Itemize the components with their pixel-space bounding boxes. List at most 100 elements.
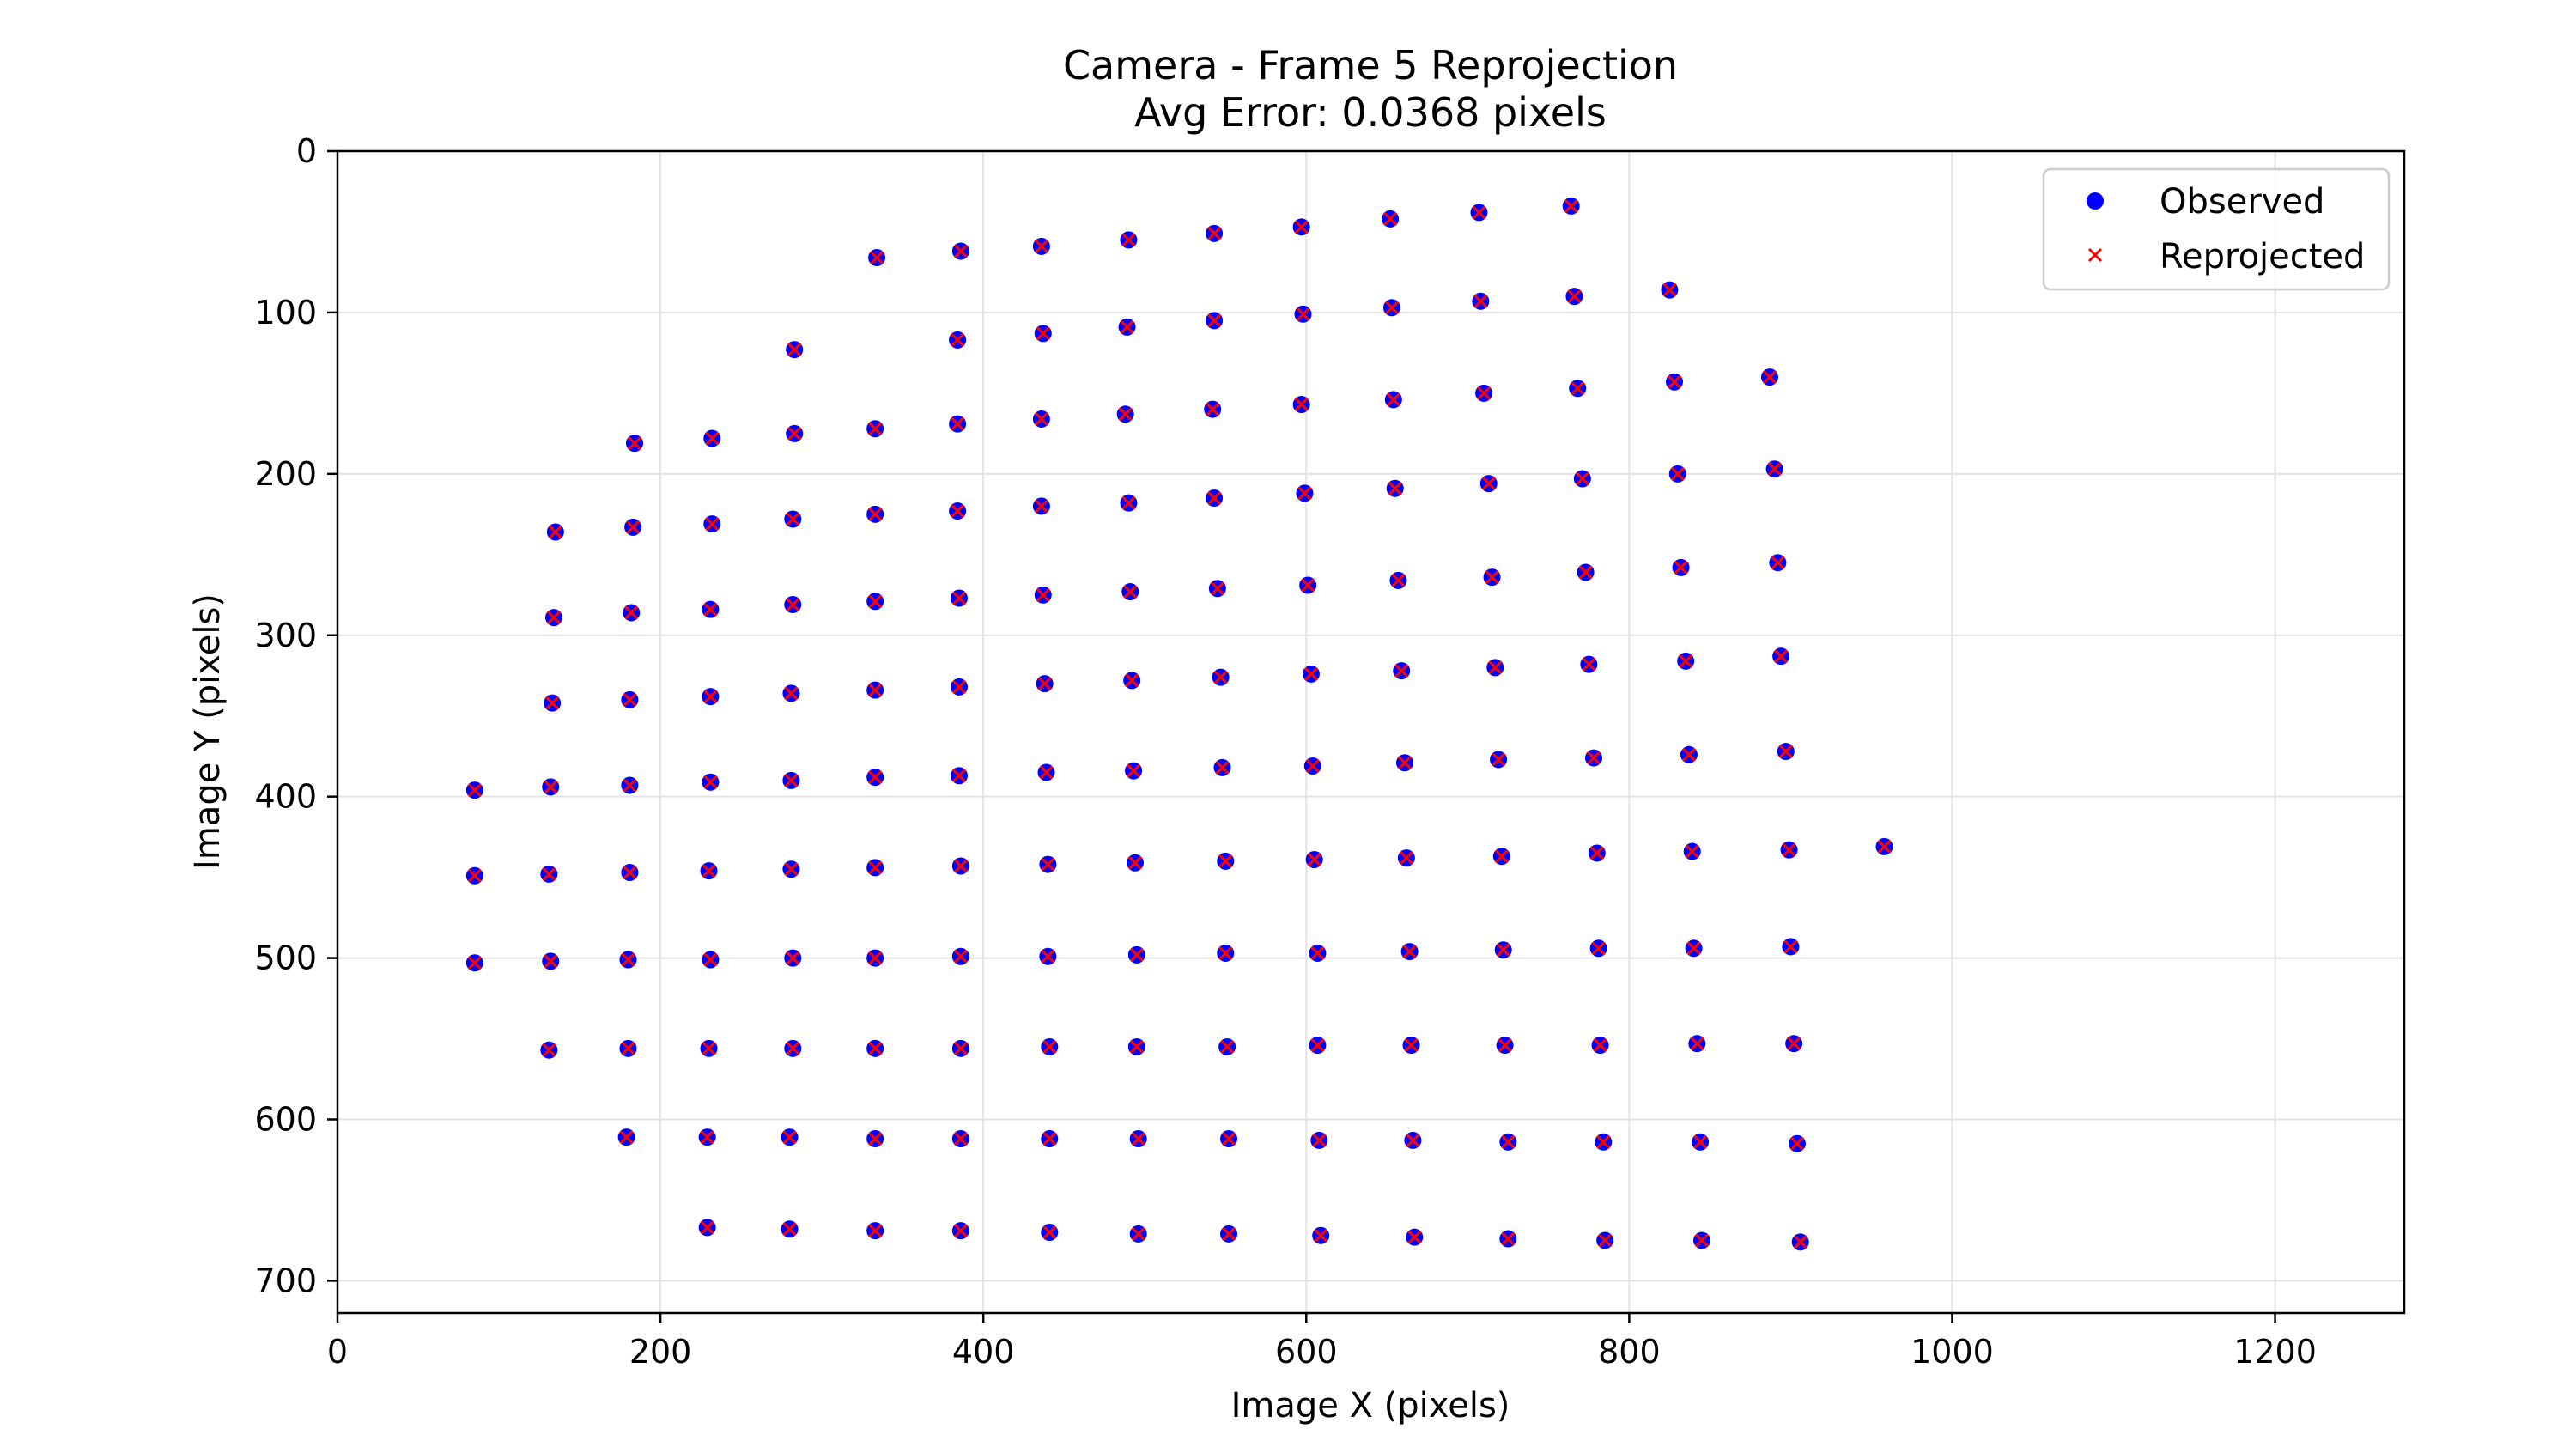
reprojected-point [1582,657,1596,672]
reprojected-point [1036,326,1050,341]
reprojected-point [700,1130,714,1145]
reprojected-point [1034,411,1048,427]
reprojected-point [1131,1131,1145,1146]
reprojected-point [786,512,800,526]
x-tick-label: 600 [1275,1333,1338,1371]
reprojected-point [868,1041,883,1055]
legend: Observed Reprojected [2042,167,2391,291]
reprojected-point [1575,471,1589,486]
x-tick-label: 1000 [1911,1333,1994,1371]
plot-frame [336,149,2406,1315]
reprojected-point [1397,756,1413,770]
reprojected-point [1472,205,1486,220]
reprojected-point [1501,1134,1516,1149]
reprojected-point [467,956,482,970]
reprojected-point [1383,211,1398,226]
reprojected-point [1690,1037,1704,1051]
reprojected-point [703,690,718,704]
reprojected-point [1307,852,1321,867]
reprojected-point [1207,490,1222,506]
reprojected-point [868,1224,883,1238]
reprojected-point [870,250,884,265]
reprojected-point [542,1043,556,1057]
reprojected-point [545,696,560,710]
legend-marker-observed [2087,192,2104,210]
reprojected-point [1774,649,1789,664]
reprojected-point [1129,1039,1144,1054]
reprojected-point [1388,481,1402,495]
reprojected-point [1596,1134,1611,1149]
y-tick-label: 600 [254,1101,317,1139]
reprojected-point [1312,1133,1327,1147]
reprojected-point [1221,1131,1236,1146]
reprojected-point [624,605,639,620]
reprojected-point [1314,1228,1328,1243]
reprojected-point [1037,677,1052,691]
reprojected-point [1301,578,1315,593]
y-tick-label: 0 [296,132,317,170]
reprojected-point [1310,945,1325,961]
reprojected-point [953,859,968,873]
reprojected-point [953,1224,968,1238]
reprojected-point [782,1222,797,1237]
reprojected-point [1488,660,1503,675]
reprojected-point [868,683,883,697]
reprojected-point [1787,1037,1801,1051]
reprojected-point [705,517,720,532]
reprojected-point [784,862,799,877]
reprojected-point [1121,233,1136,247]
reprojected-point [1399,851,1413,866]
reprojected-point [953,1131,968,1146]
reprojected-point [1767,462,1782,477]
data-points [465,197,1893,1251]
y-tick-label: 700 [254,1261,317,1299]
reprojected-point [1127,763,1141,778]
reprojected-point [1294,220,1309,234]
reprojected-point [1501,1231,1516,1246]
reprojected-point [1296,307,1310,321]
reprojected-point [627,436,642,451]
reprojected-point [467,783,482,798]
legend-box [2042,167,2391,291]
reprojected-point [951,416,965,431]
reprojected-point [1384,301,1400,315]
reprojected-point [786,597,800,612]
reprojected-point [702,1041,716,1055]
reprojected-point [1218,854,1233,868]
reprojected-point [1670,466,1685,481]
reprojected-point [1567,289,1582,304]
reprojected-point [1564,198,1578,213]
reprojected-point [1674,560,1688,575]
reprojected-point [1118,407,1133,422]
legend-marker-reprojected [2087,247,2103,263]
reprojected-point [1042,1039,1057,1054]
reprojected-point [1120,319,1134,334]
reprojected-point [702,864,716,878]
legend-label-reprojected: Reprojected [2160,237,2365,277]
reprojected-point [1218,945,1233,961]
reprojected-point [1127,855,1143,870]
y-tick-label: 500 [254,939,317,977]
reprojected-point [787,426,802,441]
x-tick-label: 400 [952,1333,1015,1371]
reprojected-point [784,773,799,787]
y-tick-label: 100 [254,294,317,331]
reprojected-point [1793,1235,1807,1249]
reprojected-point [868,422,883,436]
reprojected-point [1496,943,1510,958]
reprojected-point [623,692,637,707]
reprojected-point [868,594,883,609]
reprojected-point [626,520,641,534]
reprojected-point [1789,1136,1805,1151]
reprojected-point [619,1130,634,1145]
reprojected-point [868,507,883,521]
reprojected-point [1782,842,1796,857]
reprojected-point [784,686,799,701]
reprojected-point [1589,846,1604,860]
reprojected-point [467,868,482,883]
reprojected-point [1404,1037,1419,1053]
reprojected-point [544,780,558,794]
reprojected-point [951,679,967,694]
reprojected-point [951,769,967,783]
